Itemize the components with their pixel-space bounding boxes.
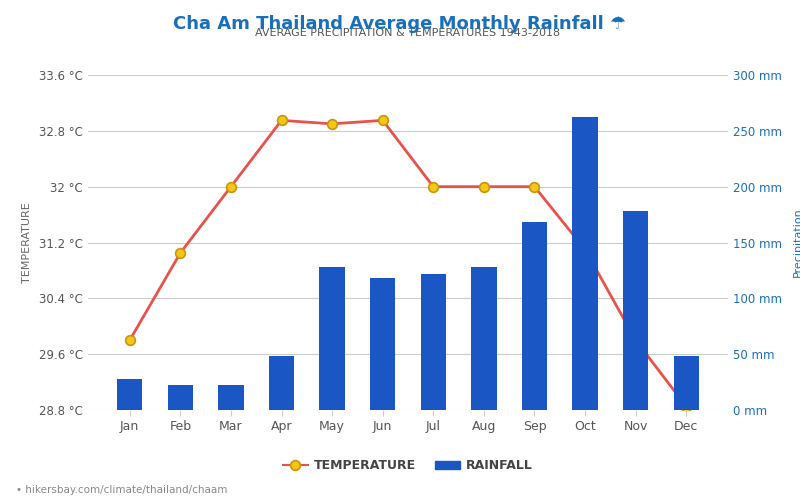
Bar: [370, 278, 395, 410]
Bar: [573, 118, 598, 410]
Text: Cha Am Thailand Average Monthly Rainfall ☂: Cha Am Thailand Average Monthly Rainfall…: [174, 15, 626, 33]
Bar: [269, 356, 294, 410]
Bar: [522, 222, 547, 410]
Text: • hikersbay.com/climate/thailand/chaam: • hikersbay.com/climate/thailand/chaam: [16, 485, 227, 495]
Bar: [117, 378, 142, 410]
Y-axis label: Precipitation: Precipitation: [793, 208, 800, 278]
Bar: [471, 267, 497, 410]
Bar: [319, 267, 345, 410]
Bar: [218, 386, 243, 410]
Legend: TEMPERATURE, RAINFALL: TEMPERATURE, RAINFALL: [278, 454, 538, 477]
Bar: [168, 386, 193, 410]
Bar: [421, 274, 446, 410]
Bar: [623, 211, 648, 410]
Title: AVERAGE PRECIPITATION & TEMPERATURES 1943-2018: AVERAGE PRECIPITATION & TEMPERATURES 194…: [255, 28, 561, 38]
Bar: [674, 356, 699, 410]
Y-axis label: TEMPERATURE: TEMPERATURE: [22, 202, 32, 283]
